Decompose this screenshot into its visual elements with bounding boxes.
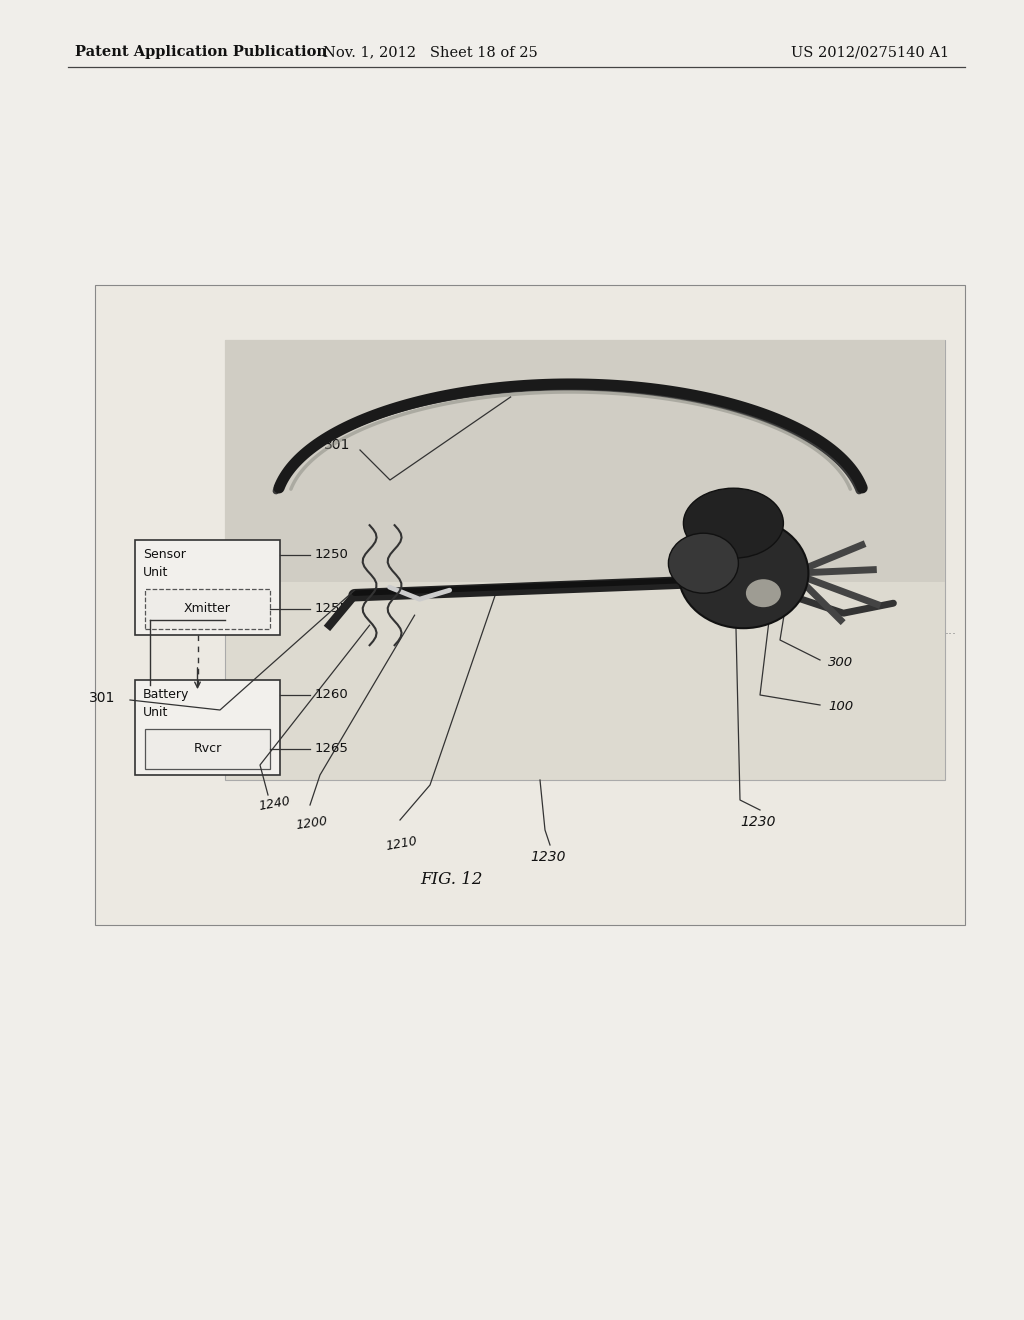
- Text: Unit: Unit: [143, 566, 168, 579]
- Text: 1230: 1230: [740, 814, 775, 829]
- Text: Battery: Battery: [143, 688, 189, 701]
- Ellipse shape: [745, 579, 781, 607]
- Text: 1265: 1265: [315, 742, 349, 755]
- Text: 1255: 1255: [315, 602, 349, 615]
- Text: 300: 300: [828, 656, 853, 668]
- Bar: [145, 589, 270, 630]
- Text: 1240: 1240: [258, 795, 292, 813]
- Text: Patent Application Publication: Patent Application Publication: [75, 45, 327, 59]
- Bar: [135, 540, 280, 635]
- Ellipse shape: [683, 488, 783, 558]
- Text: 301: 301: [324, 438, 350, 451]
- Text: 1230: 1230: [530, 850, 565, 865]
- Text: Rvcr: Rvcr: [194, 742, 221, 755]
- Text: FIG. 12: FIG. 12: [420, 871, 482, 888]
- Text: 1260: 1260: [315, 689, 349, 701]
- Bar: [145, 729, 270, 770]
- Text: 1210: 1210: [385, 836, 419, 853]
- Text: 1250: 1250: [315, 549, 349, 561]
- Text: Nov. 1, 2012   Sheet 18 of 25: Nov. 1, 2012 Sheet 18 of 25: [323, 45, 538, 59]
- Bar: [225, 341, 945, 582]
- Text: US 2012/0275140 A1: US 2012/0275140 A1: [791, 45, 949, 59]
- Text: 301: 301: [89, 690, 115, 705]
- Text: 100: 100: [828, 701, 853, 714]
- Text: 1200: 1200: [295, 814, 329, 833]
- Bar: [225, 341, 945, 780]
- Bar: [95, 285, 965, 925]
- Ellipse shape: [669, 533, 738, 593]
- Text: Unit: Unit: [143, 706, 168, 719]
- Text: ...: ...: [945, 623, 957, 636]
- Text: Sensor: Sensor: [143, 548, 186, 561]
- Bar: [135, 680, 280, 775]
- Text: Xmitter: Xmitter: [184, 602, 231, 615]
- Ellipse shape: [678, 519, 808, 628]
